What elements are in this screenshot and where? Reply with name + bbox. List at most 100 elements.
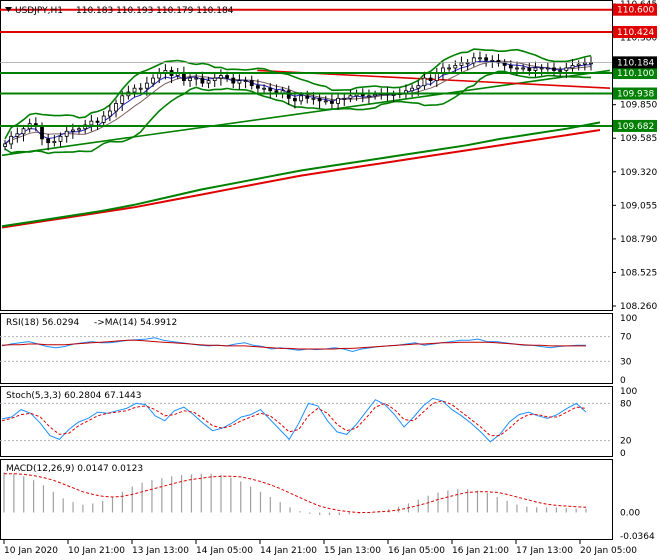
price-tick-label: 109.320 <box>620 168 657 178</box>
candle-body <box>206 80 211 84</box>
candle-body <box>410 87 415 92</box>
level-price-label: 110.600 <box>617 6 654 16</box>
macd-signal-line <box>4 473 587 513</box>
candle-body <box>9 135 14 145</box>
level-price-label: 110.100 <box>617 69 654 79</box>
price-tick-label: 109.055 <box>620 201 657 211</box>
time-tick-label: 14 Jan 05:00 <box>196 546 253 556</box>
stoch-tick-label: 20 <box>620 437 632 447</box>
candle-body <box>459 62 464 66</box>
candle-body <box>471 57 476 64</box>
candle-body <box>496 59 501 64</box>
bollinger-upper-band <box>4 48 592 140</box>
candle-body <box>576 63 581 66</box>
price-tick-label: 108.260 <box>620 302 657 312</box>
current-price-label: 110.184 <box>617 58 654 68</box>
candle-body <box>77 128 81 131</box>
dropdown-triangle-icon[interactable] <box>5 7 12 12</box>
candle-body <box>70 129 75 132</box>
price-panel-frame <box>0 0 613 311</box>
level-price-tag <box>613 3 657 16</box>
rsi-indicator: 100 70 30 0 <box>0 314 637 386</box>
green-moving-average-line <box>1 121 601 228</box>
time-tick-label: 15 Jan 13:00 <box>324 546 381 556</box>
candle-body <box>299 95 303 102</box>
candle-body <box>15 133 20 137</box>
candle-body <box>484 57 489 61</box>
candle-body <box>367 95 371 98</box>
rsi-tick-label: 100 <box>620 314 637 324</box>
candle-body <box>181 72 186 82</box>
candle-body <box>286 90 291 99</box>
ohlc-values: 110.183 110.193 110.179 110.184 <box>76 6 234 16</box>
current-price-tag <box>613 56 657 69</box>
candle-body <box>490 59 495 62</box>
macd-tick-label: -0.0364 <box>620 532 655 542</box>
candle-body <box>268 87 273 92</box>
candle-body <box>46 138 51 144</box>
time-tick-label: 16 Jan 21:00 <box>452 546 509 556</box>
stoch-tick-label: 100 <box>620 387 637 397</box>
candle-body <box>200 77 205 84</box>
candle-body <box>478 57 482 60</box>
candle-body <box>582 62 587 65</box>
candle-body <box>527 67 532 71</box>
candle-body <box>447 67 452 70</box>
time-tick-label: 16 Jan 05:00 <box>388 546 445 556</box>
candle-body <box>533 67 538 71</box>
stochastic-indicator: 100 80 20 0 <box>0 387 637 459</box>
time-tick-label: 17 Jan 13:00 <box>516 546 573 556</box>
level-price-tag <box>613 119 657 132</box>
rsi-tick-label: 0 <box>620 376 626 386</box>
candle-body <box>144 82 149 89</box>
candle-body <box>107 110 112 117</box>
candle-body <box>428 77 433 82</box>
candle-body <box>212 77 217 82</box>
level-price-label: 109.682 <box>617 122 654 132</box>
candle-body <box>552 67 556 71</box>
macd-title: MACD(12,26,9) 0.0147 0.0123 <box>6 464 143 474</box>
candle-body <box>515 67 519 70</box>
stoch-tick-label: 0 <box>620 449 626 459</box>
candle-body <box>132 87 137 93</box>
candle-body <box>453 65 458 69</box>
candle-body <box>225 75 229 79</box>
candle-body <box>52 140 57 144</box>
candle-body <box>323 100 328 103</box>
red-moving-average-line <box>1 129 601 229</box>
candle-body <box>330 100 334 104</box>
candle-body <box>3 143 7 147</box>
time-tick-label: 20 Jan 05:00 <box>580 546 637 556</box>
price-y-axis: 110.645110.380109.850109.585109.320109.0… <box>612 0 657 312</box>
time-tick-label: 10 Jan 2020 <box>4 546 58 556</box>
candle-body <box>249 80 254 87</box>
candle-body <box>434 72 439 82</box>
candle-body <box>58 135 63 142</box>
rsi-ma-line <box>1 339 586 350</box>
candle-body <box>317 97 322 102</box>
candle-body <box>138 87 143 90</box>
candle-body <box>311 97 316 100</box>
time-tick-label: 13 Jan 13:00 <box>132 546 189 556</box>
candle-body <box>243 80 248 83</box>
candle-body <box>114 103 118 112</box>
candle-body <box>422 77 427 87</box>
candle-body <box>539 67 544 70</box>
candles <box>3 51 593 151</box>
stoch-main-line <box>1 397 587 443</box>
price-tick-label: 108.790 <box>620 235 657 245</box>
moving-averages <box>1 121 601 229</box>
candle-body <box>262 87 266 90</box>
price-tick-label: 110.380 <box>620 34 657 44</box>
candle-body <box>564 67 569 71</box>
level-price-tag <box>613 67 657 80</box>
candle-body <box>293 97 297 102</box>
candle-body <box>570 65 575 69</box>
macd-indicator: 0.00 -0.0364 <box>3 472 655 542</box>
candle-body <box>194 77 199 80</box>
rsi-tick-label: 30 <box>620 357 632 367</box>
candle-body <box>231 77 236 84</box>
candle-body <box>95 120 100 123</box>
time-tick-label: 14 Jan 21:00 <box>260 546 317 556</box>
candle-body <box>521 67 526 70</box>
